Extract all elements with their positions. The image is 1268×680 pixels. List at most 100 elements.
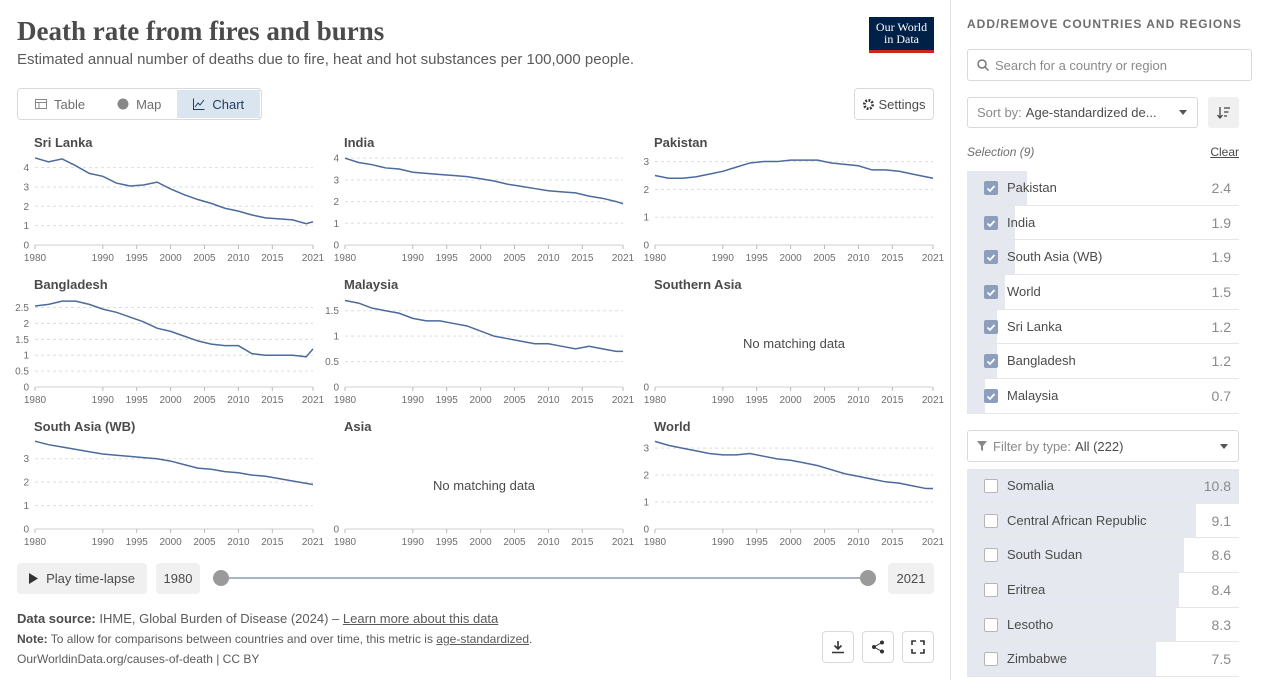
y-tick-label: 2 bbox=[643, 471, 649, 482]
checkbox[interactable] bbox=[984, 479, 998, 493]
check bbox=[986, 393, 996, 401]
checkbox[interactable] bbox=[984, 250, 998, 265]
share-button[interactable] bbox=[862, 631, 894, 663]
list-row[interactable]: South Asia (WB) 1.9 bbox=[967, 240, 1239, 276]
list-row[interactable]: South Sudan 8.6 bbox=[967, 538, 1239, 574]
filter-dropdown[interactable]: Filter by type: All (222) bbox=[967, 430, 1239, 462]
x-tick-label: 2000 bbox=[779, 537, 802, 548]
x-tick-label: 1995 bbox=[436, 537, 459, 548]
list-row[interactable]: Central African Republic 9.1 bbox=[967, 503, 1239, 539]
checkbox[interactable] bbox=[984, 354, 998, 369]
list-row[interactable]: Bangladesh 1.2 bbox=[967, 344, 1239, 380]
list-row[interactable]: Pakistan 2.4 bbox=[967, 171, 1239, 206]
list-row[interactable]: Sri Lanka 1.2 bbox=[967, 309, 1239, 345]
x-tick-label: 1990 bbox=[402, 395, 425, 406]
checkbox[interactable] bbox=[984, 389, 998, 404]
no-data-note: No matching data bbox=[743, 336, 846, 351]
x-tick-label: 1980 bbox=[334, 253, 357, 264]
fullscreen-button[interactable] bbox=[902, 631, 934, 663]
x-tick-label: 1980 bbox=[644, 253, 667, 264]
checkbox[interactable] bbox=[984, 215, 998, 230]
x-tick-label: 2010 bbox=[227, 253, 250, 264]
checkbox[interactable] bbox=[984, 181, 998, 195]
sidebar: ADD/REMOVE COUNTRIES AND REGIONS Search … bbox=[950, 0, 1268, 680]
y-tick-label: 4 bbox=[23, 163, 29, 174]
slider-track[interactable] bbox=[221, 577, 868, 579]
x-tick-label: 2015 bbox=[261, 395, 284, 406]
x-tick-label: 2000 bbox=[159, 253, 182, 264]
y-tick-label: 2 bbox=[23, 478, 29, 489]
button-label: Play time-lapse bbox=[46, 571, 135, 586]
x-tick-label: 1990 bbox=[92, 537, 115, 548]
x-tick-label: 2005 bbox=[813, 253, 836, 264]
checkbox[interactable] bbox=[984, 548, 998, 563]
row-value: 1.2 bbox=[1211, 353, 1231, 370]
list-row[interactable]: World 1.5 bbox=[967, 275, 1239, 310]
x-tick-label: 1995 bbox=[436, 253, 459, 264]
checkbox[interactable] bbox=[984, 319, 998, 334]
x-tick-label: 2005 bbox=[193, 537, 216, 548]
row-value: 1.5 bbox=[1211, 284, 1231, 301]
tab[interactable]: Map bbox=[101, 90, 177, 118]
checkbox[interactable] bbox=[984, 617, 998, 632]
row-value: 1.2 bbox=[1211, 318, 1231, 335]
x-tick-label: 2015 bbox=[881, 253, 904, 264]
row-value: 1.9 bbox=[1211, 214, 1231, 231]
checkbox[interactable] bbox=[984, 583, 998, 598]
link[interactable]: age-standardized bbox=[436, 632, 530, 646]
tab[interactable]: Table bbox=[19, 90, 101, 118]
icon bbox=[872, 640, 884, 654]
link[interactable]: Learn more about this data bbox=[342, 611, 499, 626]
x-tick-label: 2015 bbox=[571, 537, 594, 548]
slider-handle[interactable] bbox=[213, 570, 229, 586]
label: Selection (9) bbox=[967, 145, 1035, 159]
logo[interactable]: Our World in Data bbox=[869, 17, 934, 53]
x-tick-label: 2005 bbox=[503, 253, 526, 264]
tab[interactable]: Chart bbox=[177, 90, 261, 118]
data-line bbox=[34, 440, 314, 486]
x-tick-label: 1980 bbox=[24, 537, 47, 548]
x-tick-label: 2015 bbox=[261, 537, 284, 548]
source: IHME, Global Burden of Disease (2024) – bbox=[99, 611, 343, 626]
icon bbox=[911, 640, 925, 654]
y-tick-label: 1 bbox=[333, 332, 339, 343]
x-tick-label: 2010 bbox=[537, 253, 560, 264]
value-bar bbox=[967, 503, 1197, 538]
data-line bbox=[654, 440, 933, 490]
list-row[interactable]: Malaysia 0.7 bbox=[967, 379, 1239, 414]
list-row[interactable]: Zimbabwe 7.5 bbox=[967, 642, 1239, 678]
available-list: Somalia 10.8 Central African Republic 9.1 So… bbox=[967, 469, 1239, 678]
settings-button[interactable]: Settings bbox=[854, 88, 934, 120]
sort-direction-button[interactable] bbox=[1208, 97, 1239, 128]
x-tick-label: 1995 bbox=[746, 395, 769, 406]
x-tick-label: 2021 bbox=[612, 537, 635, 548]
slider-handle[interactable] bbox=[860, 570, 876, 586]
sort-dropdown[interactable]: Sort by: Age-standardized de... bbox=[967, 97, 1198, 128]
x-tick-label: 2005 bbox=[503, 537, 526, 548]
checkbox[interactable] bbox=[984, 285, 998, 300]
y-tick-label: 0 bbox=[23, 383, 29, 394]
value-bar bbox=[967, 469, 1239, 503]
y-tick-label: 0 bbox=[643, 525, 649, 536]
list-row[interactable]: India 1.9 bbox=[967, 205, 1239, 241]
list-row[interactable]: Lesotho 8.3 bbox=[967, 607, 1239, 643]
note: To allow for comparisons between countri… bbox=[50, 632, 437, 646]
x-tick-label: 2010 bbox=[847, 537, 870, 548]
checkbox[interactable] bbox=[984, 513, 998, 528]
icon bbox=[977, 441, 987, 451]
x-tick-label: 2021 bbox=[302, 537, 325, 548]
x-tick-label: 2021 bbox=[612, 395, 635, 406]
row-value: 1.9 bbox=[1211, 249, 1231, 266]
tab-label: Table bbox=[54, 96, 86, 112]
x-tick-label: 1990 bbox=[402, 537, 425, 548]
play-button[interactable]: Play time-lapse bbox=[17, 563, 147, 594]
row-name: India bbox=[1007, 214, 1036, 230]
checkbox[interactable] bbox=[984, 652, 998, 667]
check bbox=[986, 220, 996, 227]
search-box[interactable]: Search for a country or region bbox=[967, 49, 1252, 81]
list-row[interactable]: Eritrea 8.4 bbox=[967, 573, 1239, 608]
download-button[interactable] bbox=[822, 631, 854, 663]
row-value: 2.4 bbox=[1211, 180, 1231, 196]
clear-button[interactable]: Clear bbox=[1210, 145, 1239, 159]
list-row[interactable]: Somalia 10.8 bbox=[967, 469, 1239, 504]
